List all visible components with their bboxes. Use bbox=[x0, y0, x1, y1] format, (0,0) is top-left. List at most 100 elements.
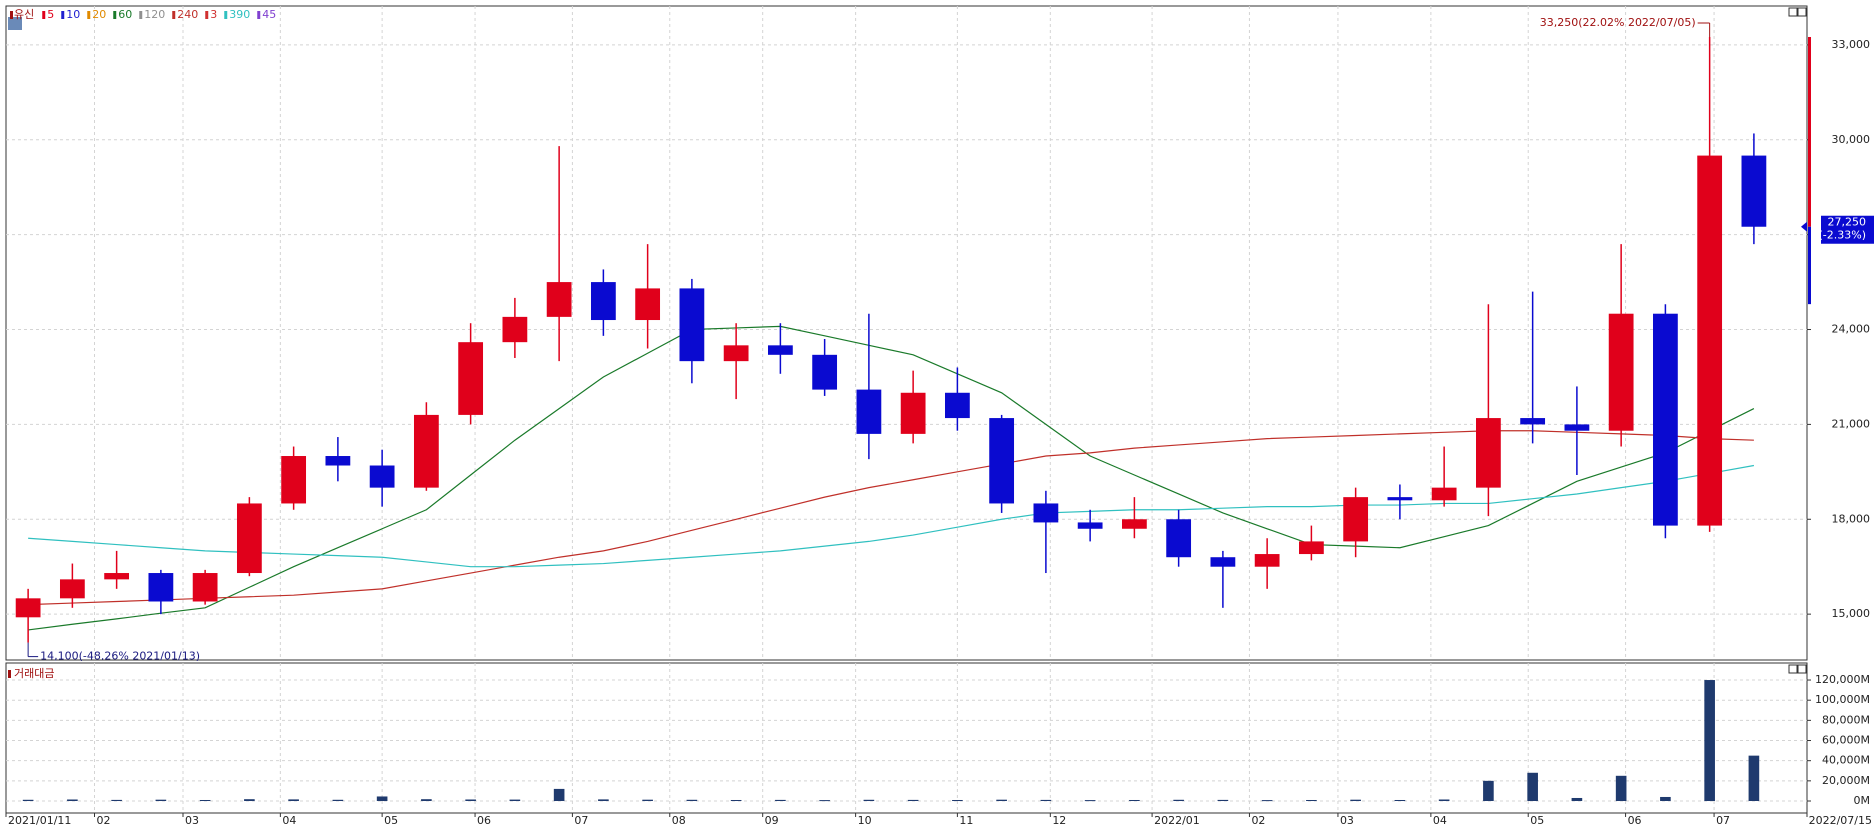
volume-bar bbox=[1748, 755, 1760, 802]
volume-bar bbox=[376, 796, 388, 802]
ma-line bbox=[28, 430, 1754, 606]
candle-body bbox=[856, 389, 882, 434]
x-tick-label: 04 bbox=[1433, 814, 1447, 827]
legend-swatch bbox=[61, 11, 65, 19]
candle-body bbox=[546, 282, 572, 317]
x-tick-label: 06 bbox=[1628, 814, 1642, 827]
candle-body bbox=[1387, 497, 1413, 501]
y-tick-label: 80,000M bbox=[1822, 713, 1870, 726]
x-tick-label: 2021/01/11 bbox=[8, 814, 71, 827]
volume-bar bbox=[1483, 780, 1494, 802]
volume-bar bbox=[67, 799, 78, 802]
y-tick-label: 60,000M bbox=[1822, 734, 1870, 747]
legend-label: 120 bbox=[144, 8, 165, 21]
candle-body bbox=[413, 414, 439, 488]
volume-bar bbox=[509, 799, 521, 802]
x-tick-label: 06 bbox=[477, 814, 491, 827]
volume-title: 거래대금 bbox=[14, 667, 54, 680]
volume-bar bbox=[1527, 772, 1538, 802]
y-tick-label: 0M bbox=[1854, 794, 1871, 807]
x-tick-label: 04 bbox=[282, 814, 296, 827]
volume-bar bbox=[1394, 799, 1406, 802]
volume-bar bbox=[863, 799, 875, 802]
legend-swatch bbox=[42, 11, 46, 19]
candle-body bbox=[59, 579, 85, 599]
volume-bar bbox=[598, 799, 609, 802]
candle-body bbox=[1210, 557, 1236, 567]
legend-label: 390 bbox=[229, 8, 250, 21]
stock-name: 유신 bbox=[14, 8, 34, 21]
volume-bar bbox=[199, 799, 211, 802]
range-bar bbox=[1808, 36, 1811, 227]
candle-body bbox=[989, 418, 1015, 504]
y-tick-label: 100,000M bbox=[1815, 693, 1870, 706]
candle-body bbox=[1077, 522, 1103, 529]
range-bar bbox=[1808, 226, 1811, 305]
volume-bar bbox=[1173, 799, 1184, 802]
volume-bar bbox=[1129, 799, 1140, 802]
volume-bar bbox=[686, 799, 698, 802]
panel-button[interactable] bbox=[1797, 7, 1807, 17]
candle-body bbox=[369, 465, 395, 488]
ma-line bbox=[28, 325, 1755, 631]
candle-body bbox=[502, 316, 528, 343]
candle-body bbox=[1608, 313, 1634, 431]
panel-button[interactable] bbox=[1788, 7, 1798, 17]
candle-body bbox=[1520, 418, 1546, 425]
volume-bar bbox=[155, 799, 167, 802]
settings-icon[interactable] bbox=[8, 17, 22, 30]
x-tick-label: 2022/07/15 bbox=[1809, 814, 1872, 827]
x-tick-label: 05 bbox=[384, 814, 398, 827]
volume-bar bbox=[553, 788, 565, 802]
candle-body bbox=[281, 456, 307, 504]
volume-bar bbox=[111, 799, 122, 802]
volume-bar bbox=[1261, 800, 1273, 802]
volume-bar bbox=[996, 799, 1007, 802]
volume-bar bbox=[730, 799, 742, 802]
volume-bar bbox=[819, 800, 830, 802]
legend-label: 240 bbox=[177, 8, 198, 21]
candle-body bbox=[1122, 519, 1147, 529]
volume-bar bbox=[952, 799, 963, 802]
volume-bar bbox=[642, 799, 653, 802]
legend-swatch bbox=[205, 11, 209, 19]
volume-bar bbox=[421, 799, 432, 802]
x-tick-label: 03 bbox=[1340, 814, 1354, 827]
legend-label: 10 bbox=[66, 8, 80, 21]
candle-body bbox=[1564, 424, 1590, 431]
y-tick-label: 40,000M bbox=[1822, 754, 1870, 767]
x-tick-label: 2022/01 bbox=[1154, 814, 1200, 827]
candle-body bbox=[900, 392, 926, 434]
volume-bar bbox=[1704, 680, 1715, 802]
candle-body bbox=[1343, 497, 1369, 542]
legend-swatch bbox=[257, 11, 261, 19]
volume-bar bbox=[907, 799, 919, 802]
x-tick-label: 10 bbox=[858, 814, 872, 827]
x-tick-label: 05 bbox=[1530, 814, 1544, 827]
legend-swatch bbox=[224, 11, 228, 19]
panel-button[interactable] bbox=[1797, 664, 1807, 674]
volume-bar bbox=[1571, 797, 1583, 802]
legend-label: 3 bbox=[210, 8, 217, 21]
x-tick-label: 02 bbox=[1251, 814, 1265, 827]
y-tick-label: 15,000 bbox=[1832, 607, 1871, 620]
candle-body bbox=[1697, 155, 1723, 526]
legend-swatch bbox=[113, 11, 117, 19]
candle-body bbox=[944, 392, 970, 419]
volume-bar bbox=[1040, 799, 1052, 802]
volume-bar bbox=[1084, 800, 1096, 802]
y-tick-label: 18,000 bbox=[1832, 512, 1871, 525]
panel-button[interactable] bbox=[1788, 664, 1798, 674]
x-tick-label: 02 bbox=[97, 814, 111, 827]
x-tick-label: 03 bbox=[185, 814, 199, 827]
candle-body bbox=[812, 354, 838, 390]
candle-body bbox=[679, 288, 705, 362]
candle-body bbox=[1299, 541, 1324, 555]
volume-bar bbox=[1306, 799, 1317, 802]
volume-bar bbox=[1615, 775, 1627, 802]
candle-body bbox=[15, 598, 41, 618]
volume-bar bbox=[1217, 799, 1229, 802]
candle-body bbox=[148, 573, 174, 602]
candle-body bbox=[1476, 418, 1501, 488]
